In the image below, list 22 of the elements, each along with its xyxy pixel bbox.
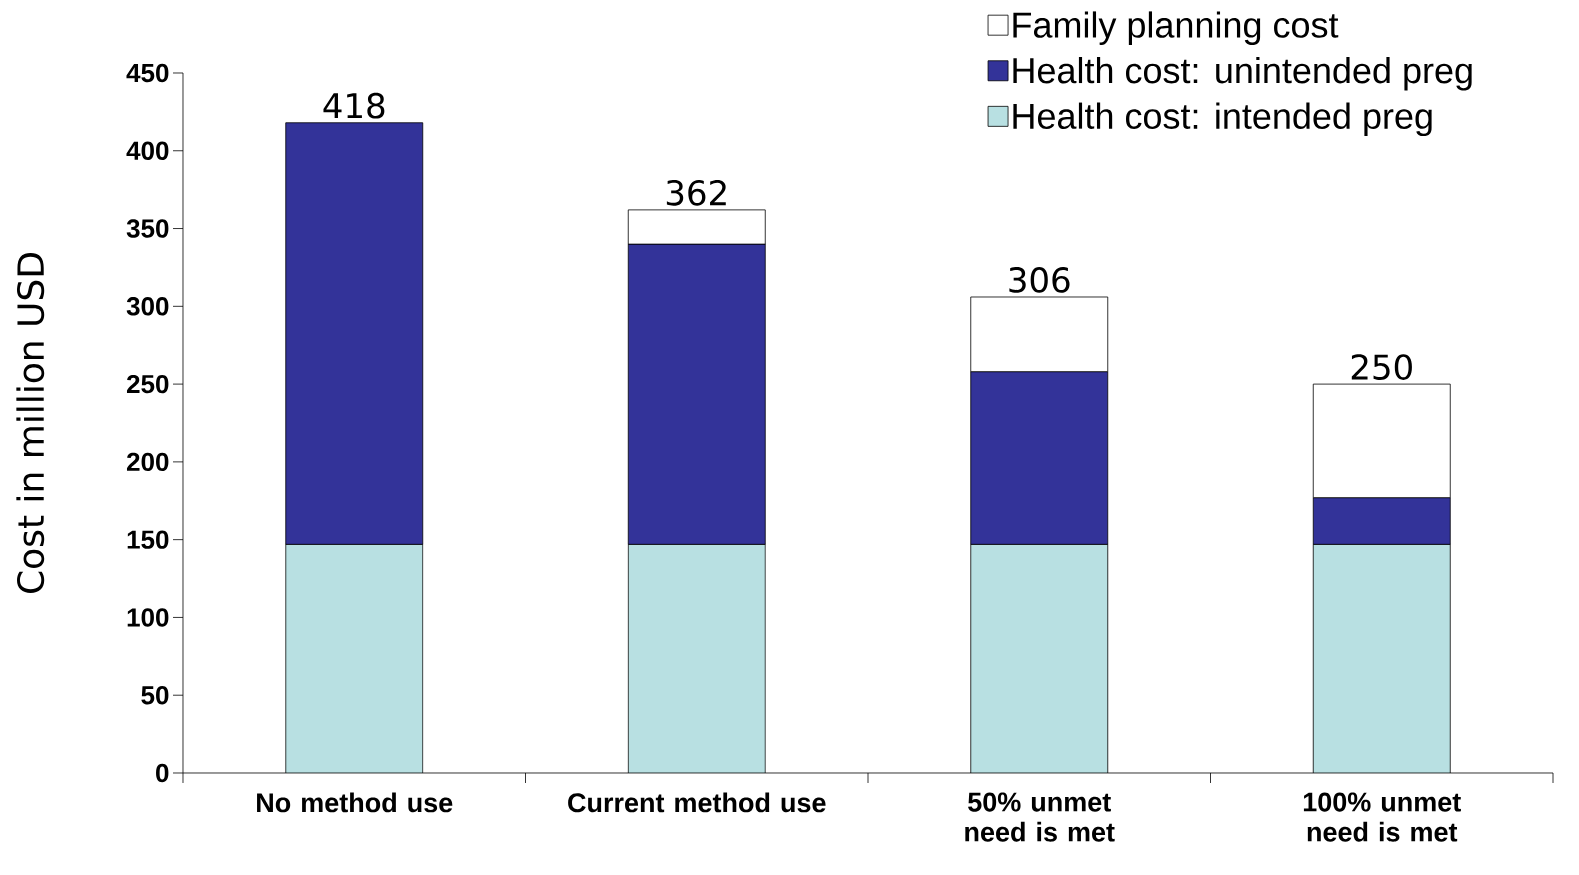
x-tick-label: 100% unmet need is met [1303, 792, 1461, 842]
y-tick-label: 250 [126, 374, 169, 394]
x-tick-label: Current method use [568, 792, 826, 813]
y-axis-title: Cost in million USD [16, 253, 45, 593]
legend-label: Family planning cost [1013, 11, 1339, 45]
legend-label: Health cost: unintended preg [1013, 56, 1472, 91]
total-label: 362 [666, 179, 726, 206]
y-tick-label: 350 [126, 219, 169, 238]
y-tick-label: 0 [156, 763, 169, 783]
y-tick-label: 50 [141, 686, 169, 705]
total-label: 250 [1351, 354, 1412, 380]
total-label: 306 [1009, 267, 1070, 293]
y-tick-label: 100 [127, 608, 169, 627]
y-tick-label: 200 [126, 452, 169, 472]
x-tick-label: No method use [257, 792, 453, 813]
legend-label: Health cost: intended preg [1013, 102, 1432, 137]
y-tick-label: 150 [127, 530, 169, 549]
x-tick-label: 50% unmet need is met [965, 792, 1115, 842]
y-tick-label: 450 [126, 63, 169, 83]
y-tick-label: 400 [126, 141, 169, 160]
total-label: 418 [323, 92, 385, 119]
y-tick-label: 300 [126, 297, 169, 316]
